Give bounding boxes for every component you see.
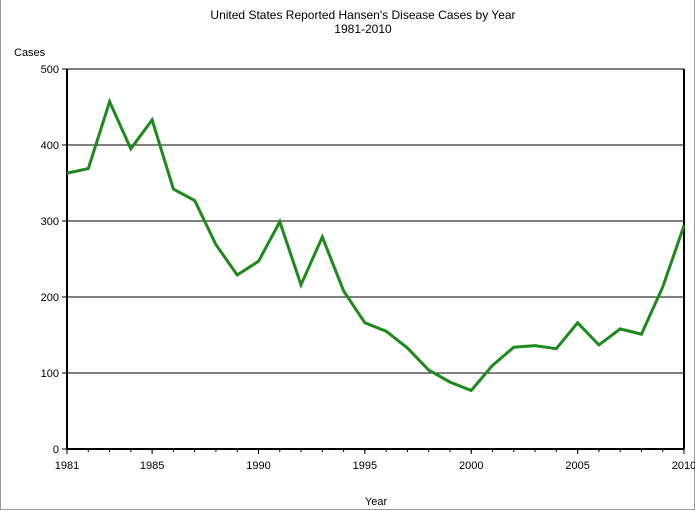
x-axis-label: Year <box>365 496 388 508</box>
y-tick-label: 300 <box>41 216 59 228</box>
x-tick-label: 1995 <box>353 460 377 472</box>
x-tick-label: 1990 <box>246 460 270 472</box>
axes <box>62 68 685 454</box>
y-axis-label: Cases <box>14 47 46 59</box>
x-tick-label: 1985 <box>140 460 164 472</box>
series-line <box>66 97 686 393</box>
y-tick-label: 100 <box>41 368 59 380</box>
y-tick-label: 200 <box>41 292 59 304</box>
series-layer <box>66 97 686 393</box>
x-tick-label: 2000 <box>459 460 483 472</box>
tick-labels: 0 100 200 300 400 500 1981 1985 1990 1995 2000 2005… <box>41 64 695 472</box>
x-tick-label: 1981 <box>55 460 79 472</box>
x-tick-label: 2010 <box>672 460 695 472</box>
chart-subtitle: 1981-2010 <box>334 22 392 36</box>
y-tick-label: 400 <box>41 140 59 152</box>
y-tick-label: 500 <box>41 64 59 76</box>
x-tick-label: 2005 <box>565 460 589 472</box>
chart-title: United States Reported Hansen's Disease … <box>210 8 515 22</box>
y-tick-label: 0 <box>53 444 59 456</box>
